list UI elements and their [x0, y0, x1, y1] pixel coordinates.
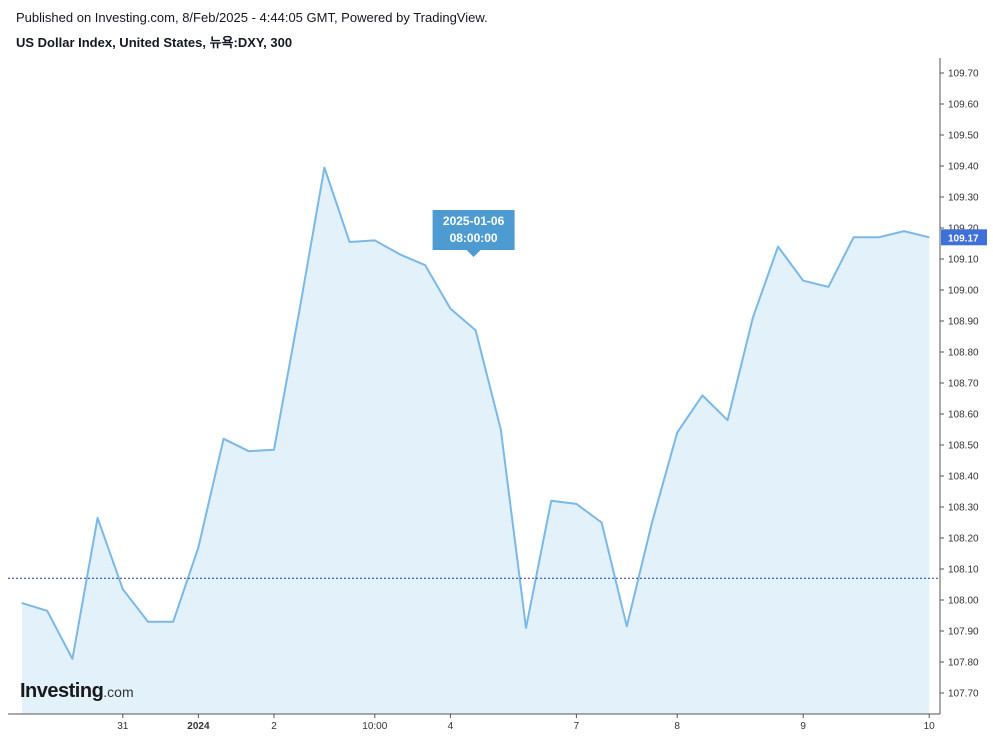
data-point	[273, 449, 275, 451]
y-tick-label: 109.10	[948, 255, 979, 266]
data-point	[449, 308, 451, 310]
data-point	[424, 264, 426, 266]
y-tick-label: 109.00	[948, 286, 979, 297]
data-point	[500, 429, 502, 430]
data-point	[651, 522, 653, 523]
y-tick-label: 107.80	[948, 658, 979, 669]
data-point	[777, 246, 779, 248]
data-point	[248, 450, 250, 452]
data-point	[525, 627, 527, 629]
data-point	[475, 329, 477, 331]
data-point	[827, 286, 829, 288]
y-tick-label: 108.60	[948, 410, 979, 421]
y-tick-label: 109.50	[948, 131, 979, 142]
y-tick-label: 108.40	[948, 472, 979, 483]
plot-layer	[21, 166, 930, 715]
y-tick-label: 109.70	[948, 69, 979, 80]
x-tick-label: 4	[448, 721, 454, 732]
tooltip-pointer	[466, 250, 481, 257]
tooltip-date: 2025-01-06	[443, 214, 505, 228]
data-point	[550, 500, 552, 502]
x-tick-label: 9	[800, 721, 806, 732]
tooltip: 2025-01-06 08:00:00	[432, 210, 515, 257]
x-tick-label: 10	[924, 721, 936, 732]
data-point	[903, 230, 905, 232]
y-tick-label: 109.20	[948, 224, 979, 235]
data-point	[122, 588, 124, 590]
logo-main-text: Investing	[20, 680, 104, 702]
investing-logo: Investing.com	[20, 680, 134, 703]
data-point	[853, 236, 855, 238]
data-point	[71, 658, 73, 660]
data-point	[676, 432, 678, 434]
data-point	[323, 167, 325, 169]
x-tick-label: 2	[271, 721, 277, 732]
x-tick-label: 10:00	[362, 721, 387, 732]
data-point	[802, 280, 804, 282]
data-point	[601, 522, 603, 523]
data-point	[399, 253, 401, 255]
logo-sub-text: .com	[103, 684, 134, 700]
x-tick-label: 31	[117, 721, 129, 732]
data-point	[727, 419, 729, 421]
data-point	[46, 610, 48, 612]
last-price-badge	[941, 229, 987, 246]
symbol-title: US Dollar Index, United States, 뉴욕:DXY, …	[16, 35, 293, 50]
y-tick-label: 108.10	[948, 565, 979, 576]
data-point	[223, 438, 225, 440]
data-point	[349, 241, 351, 243]
x-tick-label: 7	[574, 721, 580, 732]
data-point	[21, 602, 23, 604]
data-point	[752, 317, 754, 319]
last-price-label: 109.17	[948, 233, 979, 244]
tooltip-box	[432, 210, 515, 250]
y-tick-label: 108.30	[948, 503, 979, 514]
y-tick-label: 108.00	[948, 596, 979, 607]
data-point	[374, 239, 376, 241]
overlay-layer: 109.17 2025-01-06 08:00:00	[8, 210, 987, 579]
y-tick-label: 109.40	[948, 162, 979, 173]
data-point	[626, 625, 628, 627]
series-area-fill	[22, 167, 930, 715]
data-point	[97, 517, 99, 519]
data-point	[575, 503, 577, 505]
y-tick-label: 108.80	[948, 348, 979, 359]
data-point	[878, 236, 880, 238]
data-point	[197, 546, 199, 548]
y-tick-label: 109.30	[948, 193, 979, 204]
y-tick-label: 108.20	[948, 534, 979, 545]
data-point	[172, 621, 174, 623]
y-tick-label: 107.70	[948, 689, 979, 700]
data-point	[928, 236, 930, 238]
data-point	[147, 621, 149, 623]
data-point	[701, 394, 703, 396]
y-tick-label: 109.60	[948, 100, 979, 111]
y-tick-label: 108.70	[948, 379, 979, 390]
data-point	[298, 311, 300, 313]
published-info: Published on Investing.com, 8/Feb/2025 -…	[16, 10, 488, 25]
tooltip-time: 08:00:00	[450, 231, 498, 245]
x-tick-label: 2024	[187, 721, 210, 732]
x-tick-label: 8	[674, 721, 680, 732]
y-tick-label: 108.50	[948, 441, 979, 452]
axis-layer: 109.70109.60109.50109.40109.30109.20109.…	[8, 58, 979, 732]
y-tick-label: 108.90	[948, 317, 979, 328]
y-tick-label: 107.90	[948, 627, 979, 638]
